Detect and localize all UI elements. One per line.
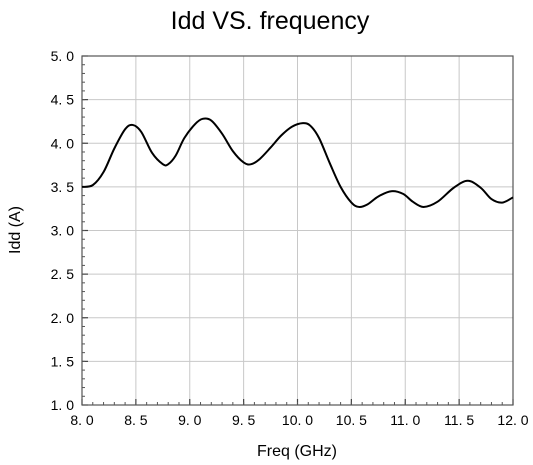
x-tick-label: 9. 0 (178, 412, 202, 428)
x-tick-label: 9. 5 (232, 412, 256, 428)
x-tick-label: 10. 5 (336, 412, 367, 428)
x-axis-label: Freq (GHz) (257, 443, 337, 460)
x-tick-label: 12. 0 (497, 412, 528, 428)
x-tick-label: 11. 5 (444, 412, 474, 428)
y-tick-label: 3. 0 (51, 223, 75, 239)
y-axis-label: Idd (A) (7, 206, 24, 254)
series-layer (81, 117, 514, 208)
plot-frame (81, 55, 514, 406)
y-tick-label: 4. 0 (51, 135, 75, 151)
y-tick-label: 5. 0 (51, 48, 75, 64)
y-tick-label: 1. 0 (51, 397, 75, 413)
x-tick-label: 10. 0 (282, 412, 313, 428)
grid (81, 55, 514, 406)
x-tick-labels: 8. 0 8. 5 9. 0 9. 5 10. 0 10. 5 11. 0 11. 5 12. … (70, 412, 528, 428)
idd-series-line (81, 117, 514, 208)
chart-title: Idd VS. frequency (171, 7, 370, 35)
y-tick-label: 1. 5 (51, 353, 75, 369)
x-tick-label: 8. 0 (70, 412, 94, 428)
y-tick-label: 2. 0 (51, 310, 75, 326)
y-tick-label: 3. 5 (51, 179, 75, 195)
y-tick-labels: 1. 0 1. 5 2. 0 2. 5 3. 0 3. 5 4. 0 4. 5 5. 0 (51, 48, 75, 413)
x-tick-label: 8. 5 (124, 412, 148, 428)
y-tick-label: 2. 5 (51, 266, 75, 282)
y-tick-label: 4. 5 (51, 92, 75, 108)
x-tick-label: 11. 0 (390, 412, 420, 428)
